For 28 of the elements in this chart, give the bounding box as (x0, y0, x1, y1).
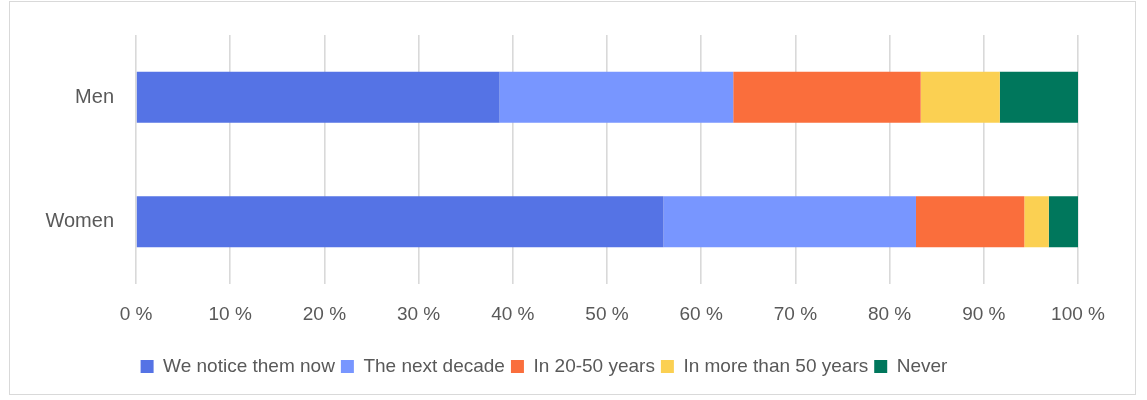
x-tick-label: 60 % (679, 302, 723, 324)
bar (663, 196, 916, 248)
bar (136, 196, 664, 248)
x-tick-label: 90 % (962, 302, 1006, 324)
x-tick-label: 20 % (302, 302, 347, 324)
x-tick-label: 100 % (1051, 302, 1106, 324)
bar (915, 196, 1025, 248)
bar (920, 71, 1000, 123)
bar (999, 71, 1078, 123)
bar (499, 71, 734, 123)
bar (733, 71, 921, 123)
legend-label: The next decade (363, 354, 505, 376)
x-tick-label: 40 % (491, 302, 535, 324)
bar (1048, 196, 1078, 248)
y-tick-label: Women (45, 209, 114, 232)
y-tick-label: Men (75, 84, 114, 107)
legend-label: Never (896, 354, 949, 376)
legend-label: We notice them now (163, 354, 336, 376)
x-tick-label: 10 % (208, 302, 252, 324)
x-tick-label: 50 % (585, 302, 629, 324)
legend-label: In 20-50 years (533, 354, 655, 376)
x-tick-label: 70 % (773, 302, 818, 324)
bar (1024, 196, 1049, 248)
x-tick-label: 0 % (119, 302, 153, 324)
legend-label: In more than 50 years (683, 354, 869, 376)
bar (136, 71, 500, 123)
x-tick-label: 80 % (867, 302, 912, 324)
x-tick-label: 30 % (396, 302, 441, 324)
